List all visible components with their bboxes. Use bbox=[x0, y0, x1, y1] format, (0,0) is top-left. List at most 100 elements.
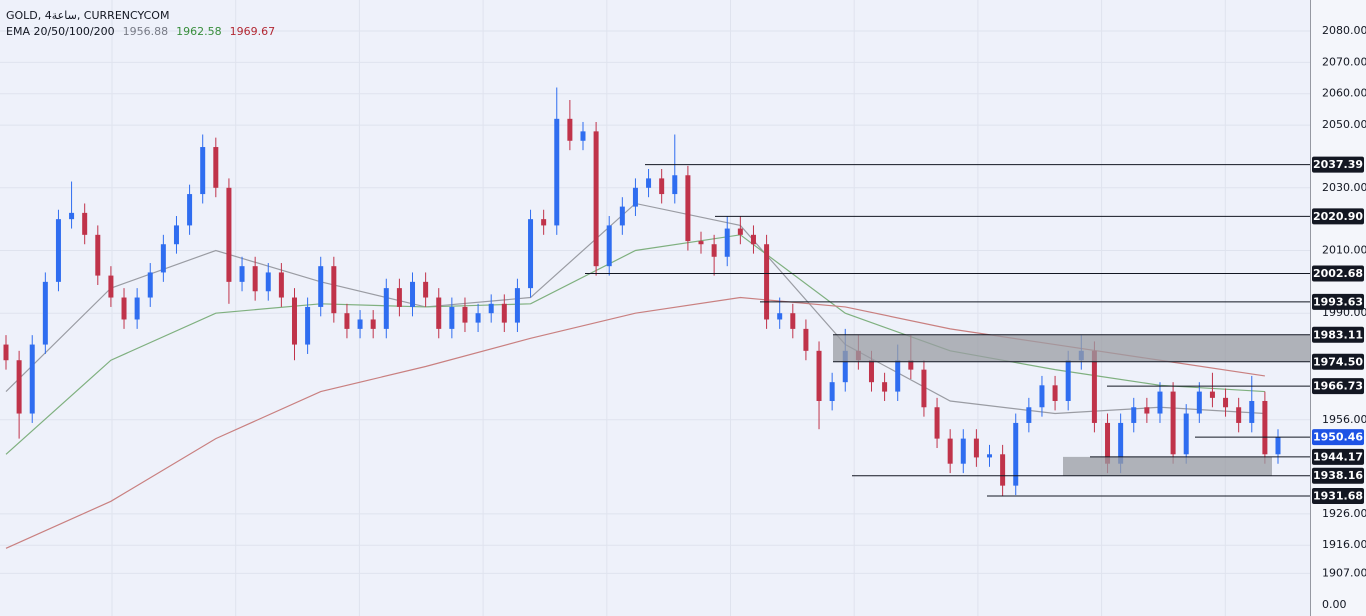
candle-body bbox=[173, 225, 179, 245]
candle-body bbox=[501, 303, 507, 323]
candle-body bbox=[134, 297, 140, 320]
candle-body bbox=[462, 306, 468, 323]
level-label-box bbox=[1312, 353, 1364, 370]
candle-body bbox=[383, 288, 389, 329]
level-label-box bbox=[1312, 378, 1364, 395]
candle-body bbox=[606, 225, 612, 267]
candle-body bbox=[55, 219, 61, 282]
candle-body bbox=[1236, 407, 1242, 423]
level-label: 1950.46 bbox=[1313, 431, 1363, 444]
candle-body bbox=[82, 212, 88, 235]
candle-body bbox=[698, 241, 704, 245]
plot-background bbox=[0, 0, 1310, 616]
candle-body bbox=[1000, 454, 1006, 486]
levels: 2037.39 2020.90 2002.68 1993.63 1983.11 1974.… bbox=[585, 156, 1364, 505]
candle-body bbox=[842, 350, 848, 383]
candle-body bbox=[921, 369, 927, 408]
y-tick-label: 1990.00 bbox=[1322, 306, 1366, 319]
grid bbox=[0, 0, 1310, 616]
candle-body bbox=[1183, 413, 1189, 455]
level-label: 1983.11 bbox=[1313, 328, 1363, 341]
candle-body bbox=[1209, 391, 1215, 398]
candle-body bbox=[580, 131, 586, 141]
candle-body bbox=[1052, 385, 1058, 401]
candle-body bbox=[528, 219, 534, 289]
zone-box bbox=[1063, 456, 1272, 476]
candle-body bbox=[396, 288, 402, 307]
candle-body bbox=[1065, 360, 1071, 401]
candle-body bbox=[711, 244, 717, 257]
level-label: 2002.68 bbox=[1313, 267, 1363, 280]
candle-body bbox=[764, 244, 770, 320]
candle-body bbox=[1196, 391, 1202, 414]
candle-body bbox=[632, 187, 638, 207]
level-label: 1938.16 bbox=[1313, 469, 1363, 482]
level-label-box bbox=[1312, 467, 1364, 484]
candle-body bbox=[724, 228, 730, 257]
candle-body bbox=[554, 118, 560, 226]
candle-body bbox=[947, 438, 953, 464]
candle-body bbox=[987, 454, 993, 458]
candle-body bbox=[488, 303, 494, 314]
candle-body bbox=[659, 178, 665, 195]
candle-body bbox=[882, 382, 888, 392]
candle-body bbox=[777, 313, 783, 320]
level-label-box bbox=[1312, 429, 1364, 446]
candle-body bbox=[973, 438, 979, 458]
candle-body bbox=[567, 118, 573, 141]
level-label-box bbox=[1312, 208, 1364, 225]
level-label-box bbox=[1312, 448, 1364, 465]
candle-body bbox=[829, 382, 835, 401]
y-tick-label: 1926.00 bbox=[1322, 507, 1366, 520]
level-label: 1931.68 bbox=[1313, 490, 1363, 503]
candle-body bbox=[29, 344, 35, 414]
level-label-box bbox=[1312, 488, 1364, 505]
y-tick-label: 2070.00 bbox=[1322, 55, 1366, 68]
candle-body bbox=[1170, 391, 1176, 455]
level-label-box bbox=[1312, 293, 1364, 310]
y-tick-label: 2050.00 bbox=[1322, 118, 1366, 131]
candle-body bbox=[1091, 350, 1097, 423]
level-label: 2020.90 bbox=[1313, 210, 1363, 223]
candle-body bbox=[1131, 407, 1137, 423]
candle-body bbox=[200, 147, 206, 195]
candle-body bbox=[790, 313, 796, 329]
candle-body bbox=[108, 275, 114, 298]
indicator-value: 1962.58 bbox=[176, 25, 222, 38]
candle-body bbox=[908, 360, 914, 370]
candle-body bbox=[331, 266, 337, 314]
level-label: 2037.39 bbox=[1313, 158, 1363, 171]
y-tick-label: 2030.00 bbox=[1322, 181, 1366, 194]
candle-body bbox=[147, 272, 153, 298]
candle-body bbox=[672, 175, 678, 195]
level-label-box bbox=[1312, 265, 1364, 282]
candle-body bbox=[1144, 407, 1150, 414]
candle-body bbox=[934, 407, 940, 439]
candle-body bbox=[646, 178, 652, 188]
candle-body bbox=[95, 234, 101, 276]
y-tick-label: 2060.00 bbox=[1322, 87, 1366, 100]
y-tick-label: 2010.00 bbox=[1322, 244, 1366, 257]
candle-body bbox=[816, 350, 822, 401]
axis-bottom-label: 0.00 bbox=[1322, 598, 1347, 611]
candle-body bbox=[160, 244, 166, 273]
candle-body bbox=[226, 187, 232, 282]
candle-body bbox=[1039, 385, 1045, 408]
indicator-name: EMA 20/50/100/200 bbox=[6, 25, 115, 38]
candle-body bbox=[868, 360, 874, 383]
zone-box bbox=[833, 334, 1310, 362]
candle-body bbox=[278, 272, 284, 298]
candle-body bbox=[895, 360, 901, 392]
ema-line bbox=[5, 234, 1265, 455]
candle-body bbox=[737, 228, 743, 235]
candle-body bbox=[16, 360, 22, 414]
candle-body bbox=[252, 266, 258, 292]
candle-body bbox=[1118, 422, 1124, 464]
candle-body bbox=[541, 219, 547, 226]
level-label: 1974.50 bbox=[1313, 355, 1363, 368]
y-tick-label: 2080.00 bbox=[1322, 24, 1366, 37]
candle-body bbox=[593, 131, 599, 267]
candle-body bbox=[1275, 437, 1281, 455]
candle-body bbox=[1157, 391, 1163, 414]
